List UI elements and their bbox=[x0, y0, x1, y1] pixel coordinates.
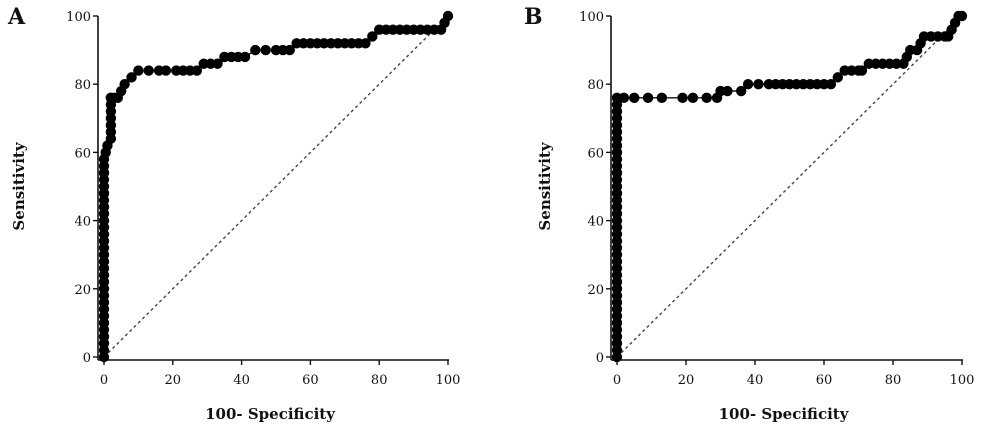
roc-point bbox=[753, 79, 764, 90]
x-axis-label: 100- Specificity bbox=[205, 405, 336, 423]
roc-point bbox=[742, 79, 754, 90]
panel-label: B bbox=[524, 4, 543, 30]
y-tick-label: 80 bbox=[587, 78, 604, 93]
x-tick-label: 0 bbox=[100, 373, 108, 388]
y-tick-label: 80 bbox=[74, 78, 91, 93]
panel-label: A bbox=[7, 4, 26, 30]
x-tick-label: 60 bbox=[816, 373, 833, 388]
x-tick-label: 0 bbox=[613, 373, 621, 388]
x-tick-label: 60 bbox=[302, 373, 319, 388]
x-tick-label: 80 bbox=[885, 373, 902, 388]
x-tick-label: 20 bbox=[165, 373, 182, 388]
roc-point bbox=[618, 92, 630, 104]
roc-point bbox=[687, 92, 699, 104]
reference-line bbox=[616, 15, 963, 358]
y-tick-label: 40 bbox=[587, 215, 604, 230]
roc-point bbox=[260, 44, 271, 56]
y-tick-label: 100 bbox=[579, 10, 604, 25]
y-axis-label: Sensitivity bbox=[10, 141, 28, 230]
roc-point bbox=[284, 44, 295, 56]
roc-panel-a: A 0 20 40 60 80 100 0 20 40 60 80 100 100- Specificit… bbox=[7, 4, 460, 423]
x-tick-label: 100 bbox=[436, 373, 461, 388]
roc-point bbox=[133, 65, 144, 76]
x-tick-label: 20 bbox=[678, 373, 695, 388]
roc-point bbox=[239, 51, 251, 63]
roc-point bbox=[143, 65, 154, 76]
roc-point bbox=[722, 85, 733, 97]
roc-point bbox=[442, 10, 454, 22]
roc-point bbox=[701, 92, 712, 104]
roc-point bbox=[212, 58, 223, 69]
y-tick-label: 20 bbox=[587, 283, 604, 298]
y-tick-label: 0 bbox=[83, 351, 91, 366]
y-tick-label: 40 bbox=[74, 215, 91, 230]
x-axis-label: 100- Specificity bbox=[719, 405, 850, 423]
roc-point bbox=[629, 92, 640, 104]
roc-point bbox=[191, 65, 203, 76]
roc-panel-b: B 0 20 40 60 80 100 0 20 40 60 80 100 100- Specificit… bbox=[524, 4, 974, 423]
x-tick-label: 40 bbox=[233, 373, 250, 388]
roc-point bbox=[126, 72, 137, 83]
roc-point bbox=[360, 38, 371, 49]
x-tick-label: 100 bbox=[950, 373, 975, 388]
roc-point bbox=[856, 65, 868, 76]
y-tick-label: 60 bbox=[587, 146, 604, 161]
roc-point bbox=[642, 92, 654, 104]
roc-point bbox=[832, 72, 843, 83]
roc-point bbox=[250, 44, 261, 56]
roc-point bbox=[677, 92, 688, 104]
roc-point bbox=[367, 31, 378, 42]
y-tick-label: 0 bbox=[596, 351, 604, 366]
roc-point bbox=[160, 65, 172, 76]
roc-point bbox=[119, 79, 130, 90]
roc-point bbox=[956, 10, 968, 22]
y-tick-label: 100 bbox=[66, 10, 91, 25]
x-tick-label: 40 bbox=[747, 373, 764, 388]
roc-point bbox=[825, 79, 837, 90]
y-axis-label: Sensitivity bbox=[536, 141, 554, 230]
x-tick-label: 80 bbox=[371, 373, 388, 388]
y-tick-label: 60 bbox=[74, 146, 91, 161]
reference-line bbox=[103, 15, 449, 358]
roc-point bbox=[736, 85, 747, 97]
y-tick-label: 20 bbox=[74, 283, 91, 298]
roc-point bbox=[656, 92, 668, 104]
